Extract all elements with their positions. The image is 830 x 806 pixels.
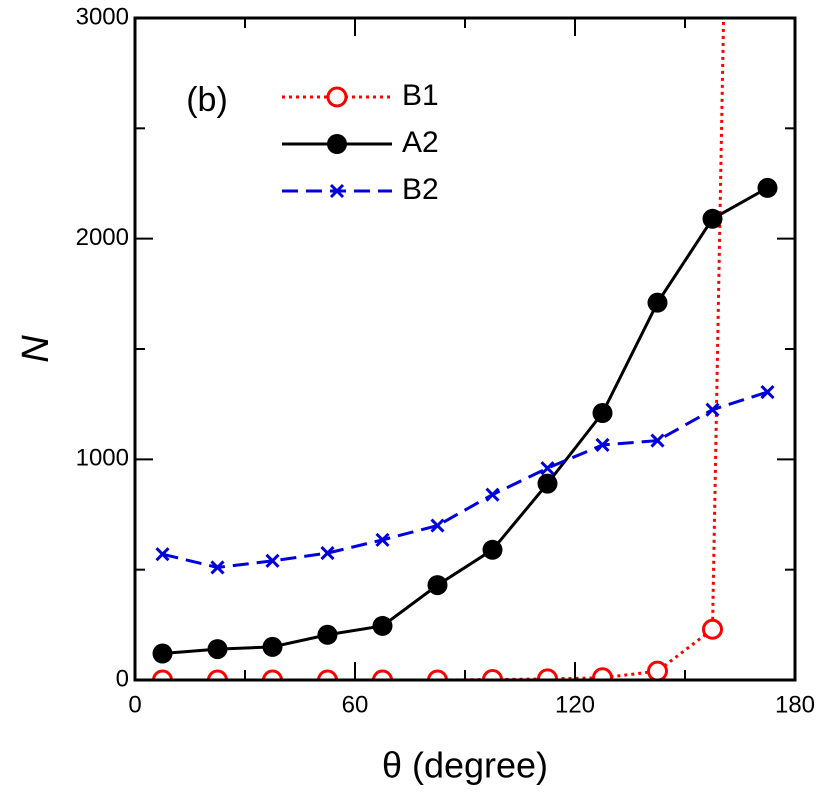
- x-axis-label: θ (degree): [382, 745, 548, 786]
- marker: [210, 560, 225, 575]
- x-tick-label: 120: [555, 691, 595, 718]
- marker: [592, 667, 613, 680]
- marker: [317, 624, 338, 645]
- marker: [207, 639, 228, 660]
- marker: [207, 669, 228, 680]
- y-axis-label: N: [15, 335, 57, 363]
- marker: [595, 437, 610, 453]
- marker: [702, 208, 723, 229]
- marker: [326, 86, 348, 108]
- y-tick-label: 0: [116, 665, 129, 692]
- plot-area: [152, 18, 778, 680]
- marker: [262, 636, 283, 657]
- annotation: (b): [186, 81, 228, 119]
- marker: [152, 669, 173, 680]
- marker: [760, 384, 775, 400]
- marker: [427, 575, 448, 596]
- marker: [705, 402, 720, 417]
- marker: [155, 547, 170, 562]
- marker: [329, 183, 345, 199]
- y-tick-label: 2000: [76, 224, 129, 251]
- marker: [427, 669, 448, 680]
- marker: [537, 473, 558, 494]
- marker: [327, 134, 347, 154]
- series-line: [162, 390, 768, 569]
- legend-label: B1: [402, 79, 439, 112]
- marker: [757, 177, 778, 198]
- series-line: [162, 186, 769, 656]
- marker: [650, 433, 665, 448]
- x-tick-label: 180: [775, 691, 815, 718]
- marker: [262, 669, 283, 680]
- marker: [647, 292, 668, 313]
- marker: [152, 643, 173, 664]
- y-tick-label: 1000: [76, 445, 129, 472]
- marker: [320, 546, 335, 561]
- marker: [540, 461, 555, 476]
- marker: [317, 669, 338, 680]
- marker: [372, 615, 393, 636]
- marker: [482, 539, 503, 560]
- marker: [375, 532, 390, 547]
- x-tick-label: 0: [128, 691, 141, 718]
- series-line: [162, 18, 726, 680]
- marker: [372, 669, 393, 680]
- marker: [265, 553, 280, 568]
- legend-label: B2: [402, 173, 439, 206]
- marker: [592, 402, 613, 423]
- y-tick-label: 3000: [76, 3, 129, 30]
- x-tick-label: 60: [342, 691, 369, 718]
- marker: [430, 518, 445, 533]
- plot-frame: [133, 16, 797, 682]
- marker: [702, 618, 723, 640]
- legend-label: A2: [402, 126, 439, 159]
- marker: [485, 487, 500, 502]
- marker: [647, 660, 668, 680]
